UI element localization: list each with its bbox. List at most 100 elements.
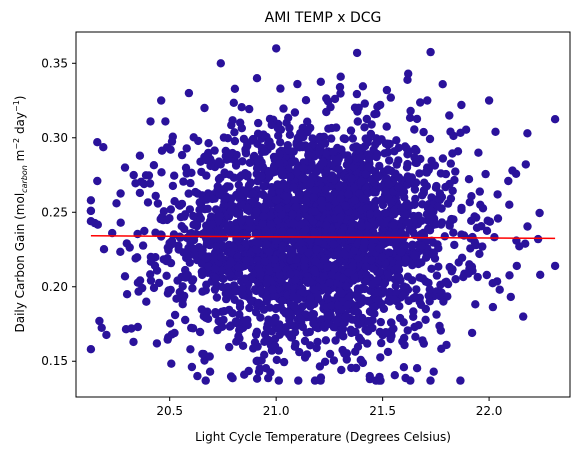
data-point — [360, 99, 369, 108]
data-point — [385, 289, 394, 298]
data-point — [127, 324, 136, 333]
data-point — [230, 84, 240, 94]
data-point — [384, 180, 393, 189]
data-point — [426, 376, 435, 385]
data-point — [357, 222, 366, 231]
data-point — [492, 277, 502, 286]
data-point — [488, 302, 498, 312]
data-point — [316, 373, 326, 382]
data-point — [327, 301, 336, 310]
data-point — [203, 237, 212, 247]
data-point — [367, 256, 376, 265]
data-point — [523, 129, 532, 138]
trend-line — [90, 235, 556, 240]
data-point — [290, 157, 300, 166]
data-point — [412, 114, 422, 124]
data-point — [166, 285, 175, 295]
data-point — [295, 347, 304, 357]
data-point — [97, 323, 106, 332]
data-point — [320, 256, 329, 265]
data-point — [361, 262, 370, 271]
data-point — [438, 80, 447, 89]
data-point — [252, 327, 262, 336]
data-point — [195, 205, 204, 215]
data-point — [390, 147, 399, 156]
data-point — [267, 317, 277, 327]
data-point — [320, 139, 330, 148]
data-point — [363, 296, 373, 306]
data-point — [402, 144, 411, 153]
data-point — [386, 196, 395, 206]
data-point — [415, 169, 424, 178]
data-point — [259, 305, 269, 314]
data-point — [467, 262, 477, 271]
data-point — [336, 289, 346, 298]
data-point — [250, 151, 259, 161]
data-point — [394, 183, 403, 192]
data-point — [286, 269, 295, 279]
data-point — [390, 371, 399, 380]
data-point — [278, 180, 287, 190]
data-point — [266, 368, 275, 377]
data-point — [300, 262, 309, 271]
data-point — [253, 356, 262, 365]
data-point — [309, 319, 318, 328]
data-point — [301, 96, 311, 105]
data-point — [505, 271, 514, 280]
data-point — [157, 168, 166, 177]
data-point — [273, 124, 283, 133]
data-point — [302, 350, 312, 359]
points-group — [86, 44, 560, 385]
data-point — [265, 137, 274, 146]
data-point — [421, 315, 430, 324]
data-point — [341, 313, 350, 322]
data-point — [256, 172, 266, 181]
data-point — [358, 82, 368, 91]
data-point — [329, 240, 338, 249]
y-tick-label: 0.15 — [41, 354, 68, 368]
data-point — [316, 77, 325, 87]
data-point — [253, 129, 263, 138]
data-point — [196, 214, 205, 223]
data-point — [214, 157, 224, 166]
data-point — [176, 213, 186, 222]
data-point — [245, 104, 254, 114]
data-point — [344, 156, 353, 165]
data-point — [519, 312, 528, 321]
data-point — [229, 98, 238, 108]
data-point — [425, 226, 435, 235]
data-point — [412, 285, 421, 294]
data-point — [377, 338, 386, 348]
data-point — [336, 72, 345, 81]
data-point — [262, 278, 272, 288]
data-point — [174, 245, 183, 254]
data-point — [252, 164, 262, 173]
data-point — [429, 367, 438, 376]
data-point — [329, 356, 339, 365]
data-point — [152, 266, 162, 275]
data-point — [129, 337, 138, 347]
data-point — [373, 137, 382, 146]
data-point — [308, 134, 317, 143]
data-point — [152, 339, 162, 348]
data-point — [449, 228, 458, 237]
data-point — [328, 147, 338, 156]
data-point — [467, 328, 477, 338]
data-point — [360, 238, 369, 247]
data-point — [315, 362, 325, 371]
data-point — [348, 134, 357, 143]
data-point — [450, 240, 459, 250]
data-point — [378, 234, 387, 243]
data-point — [375, 218, 385, 227]
data-point — [445, 111, 454, 120]
data-point — [134, 287, 143, 296]
data-point — [216, 253, 226, 262]
data-point — [432, 310, 441, 319]
data-point — [376, 100, 385, 110]
data-point — [403, 159, 412, 169]
y-axis-title-mid2: day — [13, 112, 27, 138]
data-point — [298, 302, 307, 311]
data-point — [297, 220, 306, 229]
data-point — [93, 220, 103, 229]
data-point — [231, 161, 241, 170]
